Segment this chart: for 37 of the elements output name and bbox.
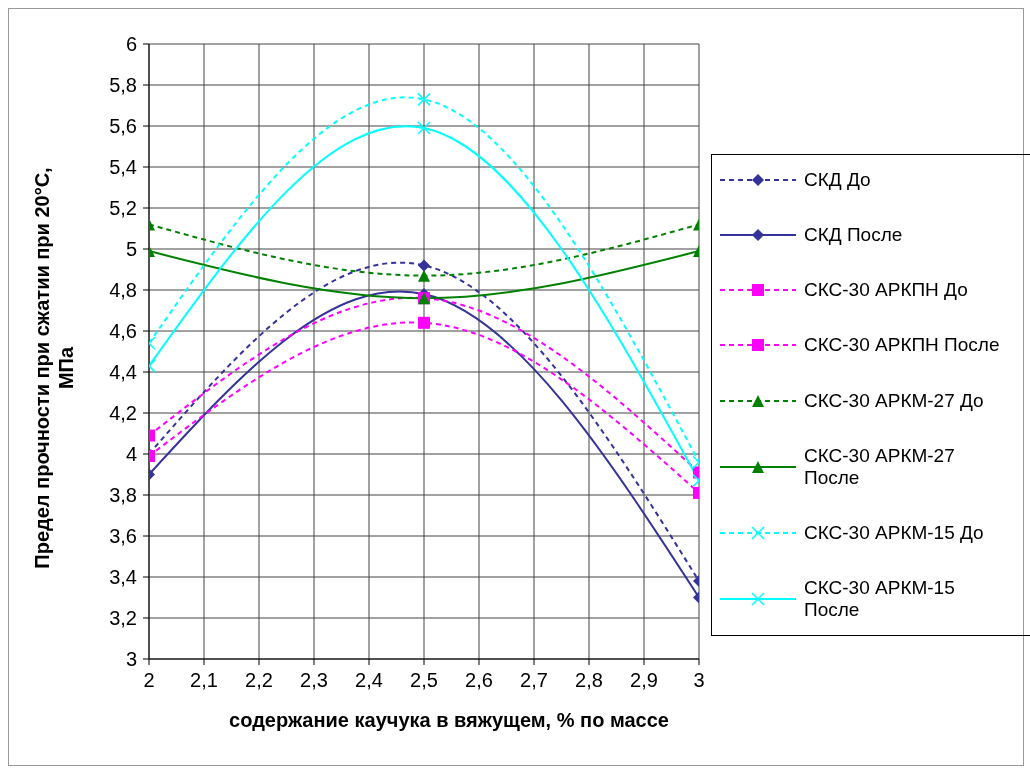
y-tick-label: 4,4 xyxy=(109,361,137,384)
y-tick-label: 3,2 xyxy=(109,607,137,630)
x-tick-label: 2,2 xyxy=(245,669,273,692)
y-tick-label: 5,8 xyxy=(109,74,137,97)
legend-label: СКД До xyxy=(804,169,872,191)
legend-label: СКС-30 АРКМ-15 После xyxy=(804,576,956,621)
x-axis-title: содержание каучука в вяжущем, % по массе xyxy=(228,709,670,732)
legend-label: СКС-30 АРКМ-15 До xyxy=(804,521,985,544)
y-tick-label: 3,6 xyxy=(109,525,137,548)
legend-label: СКС-30 АРКПН После xyxy=(804,334,1001,357)
x-tick-label: 2,1 xyxy=(190,669,218,692)
x-tick-label: 2,6 xyxy=(465,669,493,692)
x-tick-label: 2,9 xyxy=(630,669,658,692)
y-tick-label: 5,6 xyxy=(109,115,137,138)
y-tick-label: 4,2 xyxy=(109,402,137,425)
x-tick-label: 2,8 xyxy=(575,669,603,692)
y-tick-label: 3,8 xyxy=(109,484,137,507)
legend-label: СКС-30 АРКПН До xyxy=(804,279,969,302)
x-tick-label: 2 xyxy=(143,669,155,692)
legend-label: СКС-30 АРКМ-27 До xyxy=(804,389,985,412)
x-tick-label: 2,4 xyxy=(355,669,383,692)
x-tick-label: 3 xyxy=(693,669,705,692)
y-tick-label: 5,2 xyxy=(109,197,137,220)
y-tick-label: 3 xyxy=(125,648,137,671)
y-tick-label: 5 xyxy=(125,238,137,261)
x-tick-label: 2,7 xyxy=(520,669,548,692)
y-tick-label: 4 xyxy=(125,443,137,466)
y-tick-label: 5,4 xyxy=(109,156,137,179)
y-axis-title: Предел прочности при сжатии при 20°С, МПа xyxy=(30,166,78,571)
y-tick-label: 4,8 xyxy=(109,279,137,302)
x-tick-label: 2,5 xyxy=(410,669,438,692)
legend-label: СКД После xyxy=(804,224,904,247)
y-tick-label: 4,6 xyxy=(109,320,137,343)
y-tick-label: 6 xyxy=(125,33,137,56)
y-tick-label: 3,4 xyxy=(109,566,137,589)
x-tick-label: 2,3 xyxy=(300,669,328,692)
legend-label: СКС-30 АРКМ-27 После xyxy=(804,444,956,489)
